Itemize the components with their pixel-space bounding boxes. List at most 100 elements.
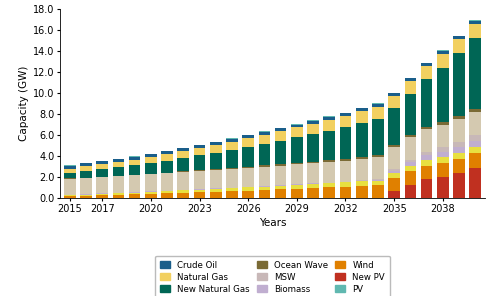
Bar	[437, 157, 448, 163]
Bar	[129, 194, 140, 198]
Bar	[421, 160, 432, 165]
Bar	[129, 157, 140, 160]
Bar	[388, 169, 400, 171]
Bar	[388, 173, 400, 178]
Bar	[129, 165, 140, 175]
Bar	[242, 147, 254, 167]
Bar	[226, 139, 238, 142]
Bar	[275, 131, 286, 141]
Bar	[161, 154, 173, 161]
Bar	[242, 191, 254, 198]
Bar	[324, 116, 335, 117]
Bar	[470, 38, 481, 109]
Bar	[388, 191, 400, 198]
Bar	[291, 165, 302, 184]
Bar	[275, 128, 286, 131]
Bar	[291, 125, 302, 128]
Bar	[178, 158, 189, 171]
Bar	[210, 189, 222, 192]
Bar	[421, 127, 432, 129]
Bar	[275, 165, 286, 185]
Bar	[64, 173, 76, 178]
Bar	[470, 21, 481, 24]
Bar	[80, 196, 92, 198]
Bar	[145, 174, 156, 192]
Bar	[291, 128, 302, 137]
Bar	[112, 195, 124, 198]
Bar	[242, 167, 254, 168]
Bar	[437, 125, 448, 147]
Bar	[112, 193, 124, 195]
Bar	[96, 169, 108, 176]
Bar	[356, 123, 368, 157]
Bar	[404, 94, 416, 135]
Bar	[356, 181, 368, 186]
Bar	[161, 191, 173, 193]
Bar	[258, 190, 270, 198]
Bar	[340, 159, 351, 161]
Bar	[404, 166, 416, 171]
Bar	[291, 189, 302, 198]
Bar	[178, 151, 189, 158]
Bar	[356, 108, 368, 111]
Bar	[258, 131, 270, 132]
Bar	[437, 51, 448, 54]
Bar	[372, 179, 384, 180]
Bar	[340, 187, 351, 198]
Bar	[388, 171, 400, 173]
Bar	[372, 118, 384, 155]
Bar	[307, 184, 319, 188]
Bar	[145, 163, 156, 174]
Bar	[372, 107, 384, 118]
Bar	[453, 159, 465, 173]
Bar	[388, 147, 400, 169]
Bar	[404, 160, 416, 162]
Bar	[112, 162, 124, 168]
Bar	[194, 148, 205, 155]
Bar	[372, 155, 384, 157]
Bar	[210, 145, 222, 153]
Bar	[324, 120, 335, 131]
Bar	[421, 179, 432, 198]
Bar	[275, 164, 286, 165]
Bar	[324, 160, 335, 162]
Bar	[356, 180, 368, 181]
Bar	[324, 183, 335, 187]
Bar	[437, 152, 448, 157]
Bar	[307, 163, 319, 184]
Bar	[242, 135, 254, 138]
Bar	[470, 168, 481, 198]
Bar	[388, 108, 400, 145]
Bar	[226, 188, 238, 191]
Bar	[307, 121, 319, 124]
Bar	[356, 111, 368, 123]
Bar	[404, 81, 416, 94]
Bar	[194, 145, 205, 148]
Bar	[194, 170, 205, 171]
Bar	[340, 161, 351, 182]
Bar	[275, 189, 286, 198]
Bar	[210, 142, 222, 145]
Y-axis label: Capacity (GW): Capacity (GW)	[19, 66, 29, 141]
Bar	[161, 151, 173, 154]
Bar	[453, 36, 465, 39]
Bar	[64, 195, 76, 196]
Bar	[242, 168, 254, 187]
Bar	[64, 179, 76, 195]
Bar	[64, 178, 76, 179]
Bar	[258, 165, 270, 167]
Bar	[258, 135, 270, 144]
Bar	[80, 166, 92, 171]
Bar	[96, 176, 108, 177]
Bar	[421, 155, 432, 160]
Bar	[226, 150, 238, 168]
Bar	[470, 153, 481, 168]
Bar	[194, 190, 205, 192]
Bar	[372, 186, 384, 198]
Bar	[64, 165, 76, 166]
Bar	[210, 169, 222, 170]
Bar	[96, 193, 108, 194]
Bar	[372, 180, 384, 181]
Bar	[96, 161, 108, 164]
Bar	[161, 161, 173, 173]
